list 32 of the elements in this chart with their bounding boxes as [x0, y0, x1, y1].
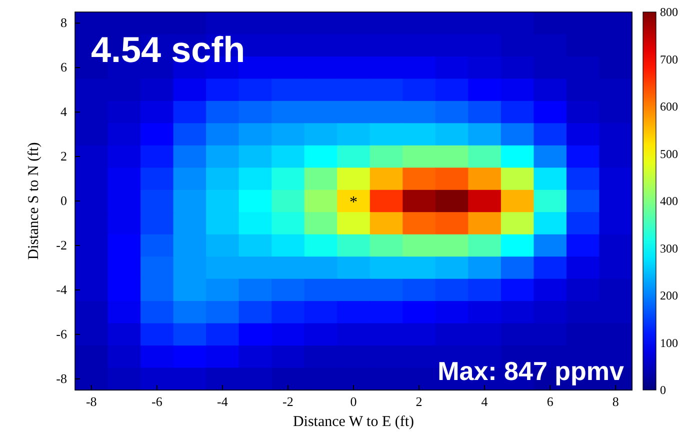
x-tick-label: 0 — [350, 394, 357, 409]
x-tick-label: -8 — [86, 394, 97, 409]
y-tick-label: 0 — [60, 193, 67, 208]
annotation: Max: 847 ppmv — [438, 356, 625, 386]
annotation: * — [350, 194, 358, 211]
color-bar-label: 200 — [660, 288, 678, 302]
x-tick-label: 6 — [546, 394, 554, 409]
x-tick-label: -4 — [217, 394, 228, 409]
y-tick-label: -2 — [56, 237, 67, 252]
y-tick-label: 8 — [60, 15, 67, 30]
y-tick-label: 4 — [60, 104, 68, 120]
color-bar-label: 800 — [660, 5, 678, 19]
x-tick-label: -2 — [282, 394, 294, 409]
color-bar-label: 300 — [660, 241, 678, 256]
color-bar-label: 700 — [660, 52, 678, 66]
x-tick-label: 4 — [481, 394, 488, 409]
x-tick-label: -6 — [151, 394, 163, 409]
y-axis-title: Distance S to N (ft) — [26, 142, 42, 260]
color-bar-label: 0 — [660, 383, 666, 397]
color-bar-label: 500 — [660, 146, 678, 161]
x-tick-label: 8 — [612, 394, 619, 409]
color-bar-label: 600 — [660, 100, 678, 114]
x-axis-title: Distance W to E (ft) — [292, 414, 414, 430]
y-tick-label: 6 — [60, 60, 68, 75]
color-bar-label: 400 — [660, 194, 678, 208]
annotation: 4.54 scfh — [91, 29, 246, 70]
y-tick-label: -6 — [56, 326, 68, 342]
y-tick-label: -4 — [56, 282, 68, 297]
y-tick-label: -8 — [56, 370, 67, 386]
color-bar-label: 100 — [660, 336, 678, 350]
x-tick-label: 2 — [416, 394, 422, 409]
y-tick-label: 2 — [60, 148, 67, 164]
